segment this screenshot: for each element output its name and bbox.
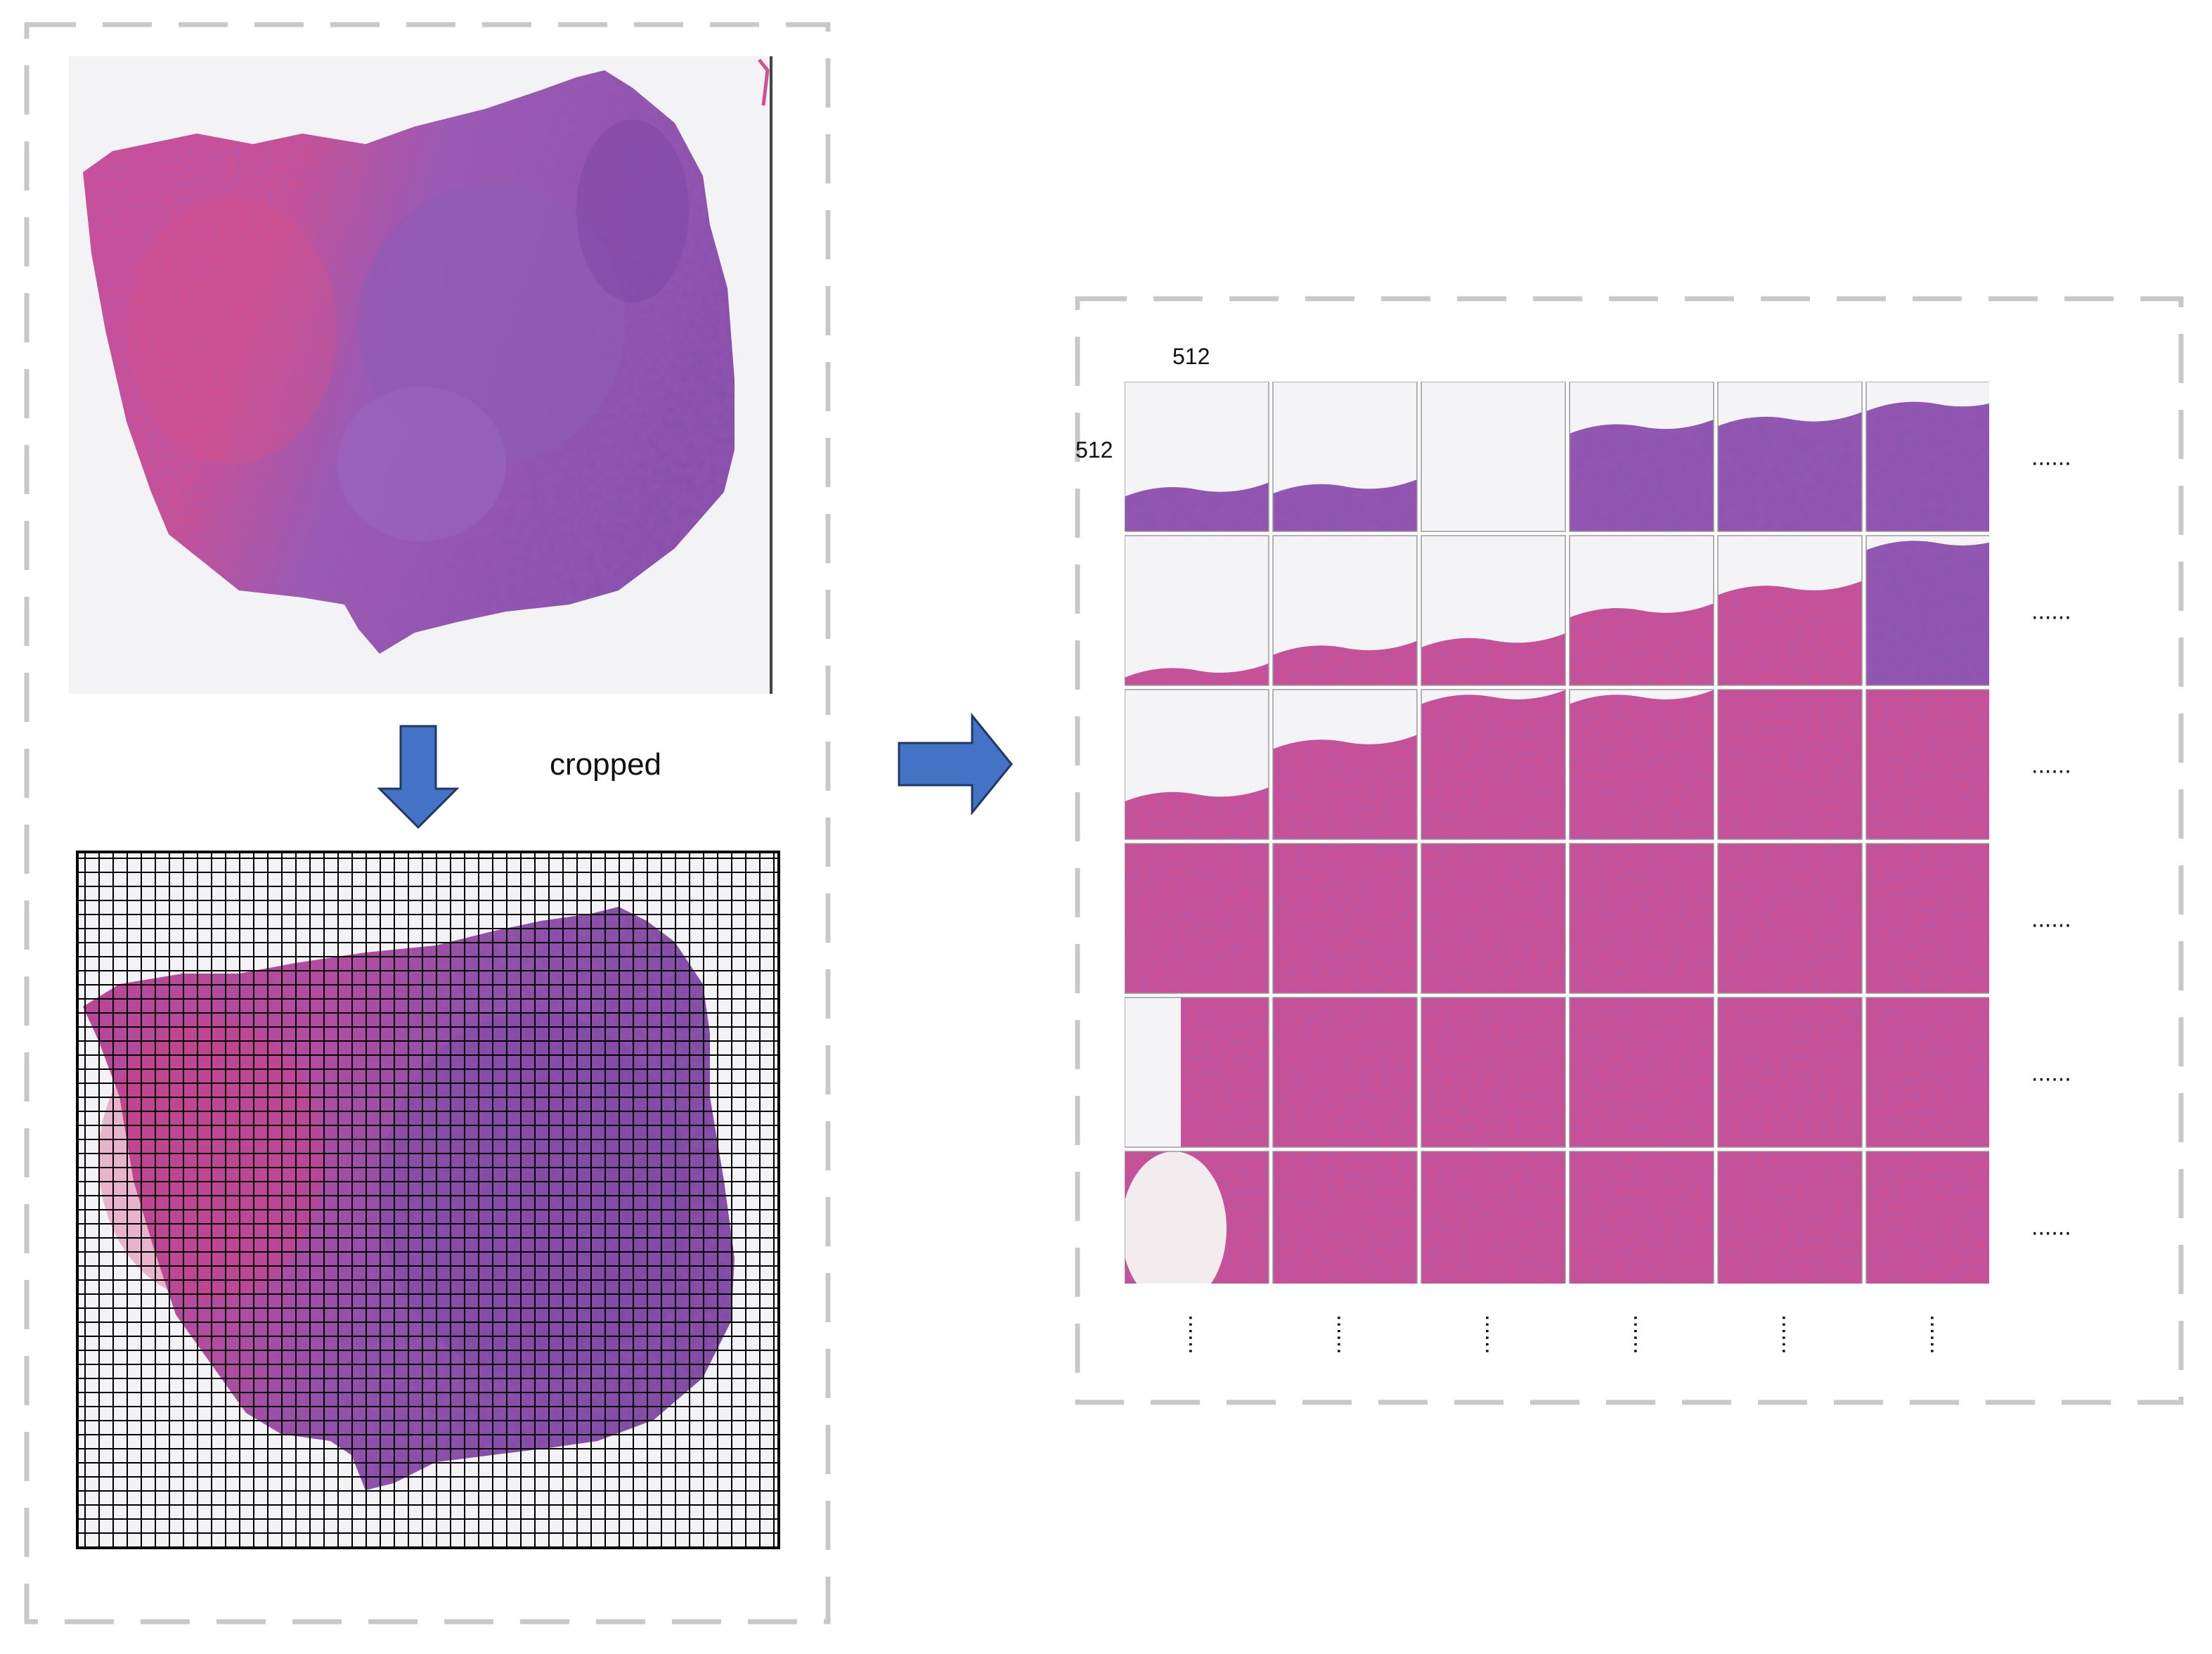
tile-2-5	[1717, 535, 1863, 686]
column-more-dots: ......	[1480, 1314, 1507, 1355]
tile-4-6	[1865, 843, 1989, 994]
tile-5-4	[1569, 997, 1714, 1148]
tile-6-5	[1717, 1151, 1863, 1284]
tile-2-2	[1272, 535, 1418, 686]
row-more-dots: ......	[2031, 752, 2071, 779]
tile-3-6	[1865, 689, 1989, 840]
right-arrow-icon	[898, 712, 1013, 816]
tile-1-2	[1272, 382, 1418, 532]
tile-5-6	[1865, 997, 1989, 1148]
row-more-dots: ......	[2031, 1060, 2071, 1087]
tile-6-3	[1421, 1151, 1566, 1284]
column-more-dots: ......	[1184, 1314, 1210, 1355]
tile-2-4	[1569, 535, 1714, 686]
tile-2-3	[1421, 535, 1566, 686]
tile-1-6	[1865, 382, 1989, 532]
tile-5-5	[1717, 997, 1863, 1148]
tile-1-4	[1569, 382, 1714, 532]
cropped-label: cropped	[550, 747, 661, 782]
tile-height-label: 512	[1075, 437, 1113, 463]
tile-6-2	[1272, 1151, 1418, 1284]
left-dashed-frame	[24, 22, 831, 1624]
tile-width-label: 512	[1172, 344, 1210, 369]
row-more-dots: ......	[2031, 444, 2071, 471]
row-continuation-dots: ....................................	[2031, 444, 2071, 1241]
tile-3-1	[1125, 689, 1269, 840]
column-more-dots: ......	[1332, 1314, 1359, 1355]
tile-4-4	[1569, 843, 1714, 994]
tile-4-1	[1125, 843, 1269, 994]
right-dashed-frame	[1075, 296, 2184, 1405]
tile-2-6	[1865, 535, 1989, 686]
down-arrow-icon	[377, 725, 460, 829]
gridded-slide	[76, 851, 780, 1549]
column-more-dots: ......	[1925, 1314, 1952, 1355]
tile-3-5	[1717, 689, 1863, 840]
row-more-dots: ......	[2031, 906, 2071, 933]
tile-3-4	[1569, 689, 1714, 840]
row-more-dots: ......	[2031, 1214, 2071, 1241]
column-more-dots: ......	[1777, 1314, 1804, 1355]
tile-4-3	[1421, 843, 1566, 994]
tile-6-4	[1569, 1151, 1714, 1284]
tile-6-6	[1865, 1151, 1989, 1284]
tile-1-3	[1421, 382, 1566, 532]
tile-4-2	[1272, 843, 1418, 994]
tile-5-2	[1272, 997, 1418, 1148]
tile-6-1	[1125, 1151, 1269, 1284]
tile-1-5	[1717, 382, 1863, 532]
column-more-dots: ......	[1629, 1314, 1655, 1355]
tile-2-1	[1125, 535, 1269, 686]
tile-4-5	[1717, 843, 1863, 994]
column-continuation-dots: ....................................	[1184, 1314, 1952, 1355]
tile-5-1	[1125, 997, 1269, 1148]
tile-3-3	[1421, 689, 1566, 840]
tile-5-3	[1421, 997, 1566, 1148]
tile-1-1	[1125, 382, 1269, 532]
crop-grid-lines	[77, 852, 779, 1548]
row-more-dots: ......	[2031, 598, 2071, 625]
tile-grid	[1125, 382, 1989, 1284]
tile-3-2	[1272, 689, 1418, 840]
whole-slide-image	[69, 56, 773, 694]
